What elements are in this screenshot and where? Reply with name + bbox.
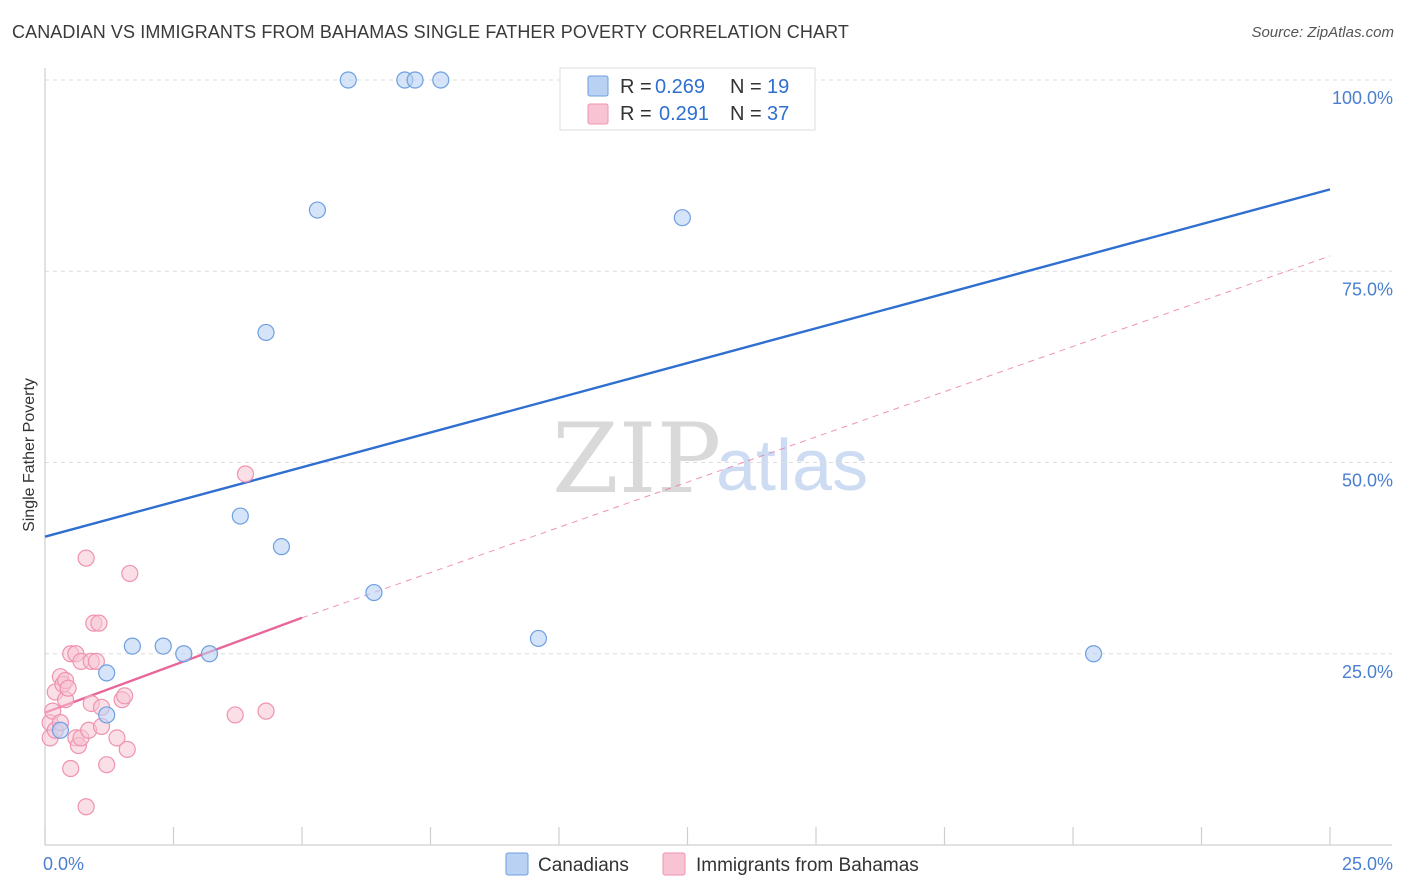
canadians-point (231, 507, 249, 525)
legend-r-label-2: R = (620, 103, 652, 125)
bottom-legend-swatch-canadians (505, 852, 529, 876)
legend-r-value-1: 0.269 (655, 76, 705, 98)
bahamas-point (77, 798, 95, 816)
canadians-point (51, 721, 70, 739)
canadians-point (365, 583, 383, 602)
canadians-trend-line (44, 188, 1331, 538)
bahamas-point (226, 706, 244, 724)
canadians-point (406, 71, 424, 89)
x-tick-label: 0.0% (43, 854, 84, 874)
y-tick-label: 50.0% (1342, 471, 1393, 491)
bahamas-point (118, 740, 136, 758)
bahamas-point (108, 729, 126, 747)
canadians-point (257, 323, 275, 342)
y-tick-label: 100.0% (1332, 88, 1393, 108)
bahamas-trend-extension (301, 255, 1331, 619)
stats-legend: R = 0.269 N = 19 R = 0.291 N = 37 (559, 67, 816, 131)
axes: 0.0% 25.0% (43, 68, 1393, 874)
bahamas-point (87, 652, 106, 671)
bahamas-point (77, 549, 95, 567)
gridlines: 25.0% 50.0% 75.0% 100.0% (45, 79, 1393, 682)
bahamas-point (62, 759, 80, 778)
legend-r-label-1: R = (620, 76, 652, 98)
canadians-point (308, 201, 327, 219)
x-tick-label: 25.0% (1342, 854, 1393, 874)
bahamas-point (116, 687, 134, 705)
legend-swatch-canadians (587, 75, 609, 97)
y-tick-label: 25.0% (1342, 662, 1393, 682)
canadians-point (154, 637, 172, 655)
bahamas-point (59, 679, 77, 697)
legend-n-value-1: 19 (767, 76, 789, 98)
chart-title: CANADIAN VS IMMIGRANTS FROM BAHAMAS SING… (12, 22, 849, 42)
canadians-point (1084, 645, 1103, 663)
canadians-point (200, 645, 219, 663)
watermark-zip: ZIP (552, 403, 721, 515)
canadians-point (175, 645, 193, 663)
bahamas-point (98, 756, 116, 774)
legend-n-label-2: N = (730, 103, 762, 125)
canadians-point (98, 706, 116, 724)
source-credit: Source: ZipAtlas.com (1251, 24, 1394, 41)
bottom-legend-bahamas: Immigrants from Bahamas (696, 855, 919, 876)
canadians-point (272, 538, 291, 556)
canadians-point (432, 71, 450, 89)
legend-swatch-bahamas (587, 103, 609, 125)
canadians-point (673, 209, 691, 227)
y-tick-label: 75.0% (1342, 279, 1393, 299)
canadians-point (339, 71, 357, 89)
bahamas-point (90, 614, 108, 632)
bottom-legend-canadians: Canadians (538, 855, 629, 876)
series-legend: Canadians Immigrants from Bahamas (505, 852, 919, 876)
bahamas-point (121, 564, 139, 583)
bahamas-point (236, 465, 255, 483)
legend-n-value-2: 37 (767, 103, 789, 125)
y-axis-label: Single Father Poverty (21, 378, 38, 532)
canadians-point (98, 664, 116, 682)
legend-n-label-1: N = (730, 76, 762, 98)
watermark-atlas: atlas (716, 426, 868, 506)
bahamas-point (257, 702, 275, 720)
legend-r-value-2: 0.291 (659, 103, 709, 125)
bottom-legend-swatch-bahamas (662, 852, 686, 876)
canadians-point (529, 629, 548, 648)
canadians-point (123, 637, 141, 655)
data-points (41, 71, 1103, 816)
